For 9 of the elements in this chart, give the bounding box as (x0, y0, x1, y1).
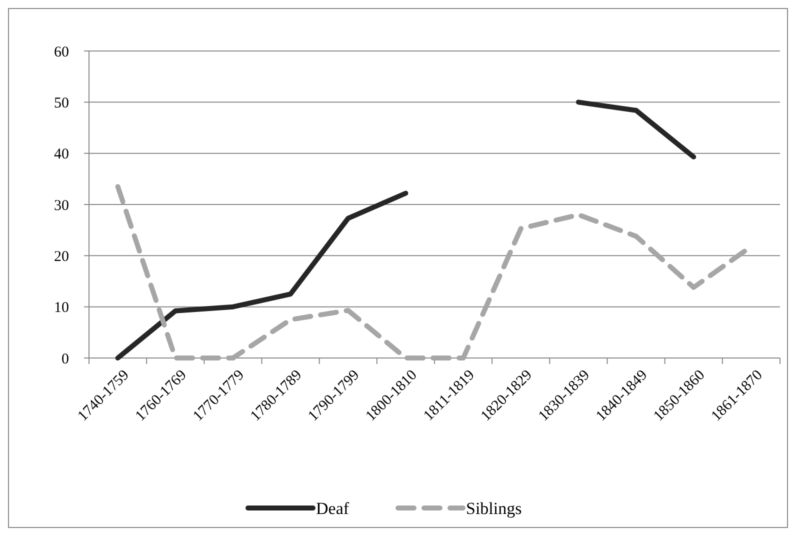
y-tick-label: 30 (54, 198, 69, 214)
y-tick-label: 10 (54, 300, 69, 316)
legend-label: Deaf (316, 498, 350, 518)
legend-label: Siblings (466, 498, 522, 518)
y-tick-label: 60 (54, 44, 69, 60)
y-tick-label: 20 (54, 248, 69, 265)
y-tick-label: 0 (62, 351, 69, 368)
y-tick-label: 50 (54, 95, 69, 112)
y-tick-label: 40 (54, 146, 69, 163)
